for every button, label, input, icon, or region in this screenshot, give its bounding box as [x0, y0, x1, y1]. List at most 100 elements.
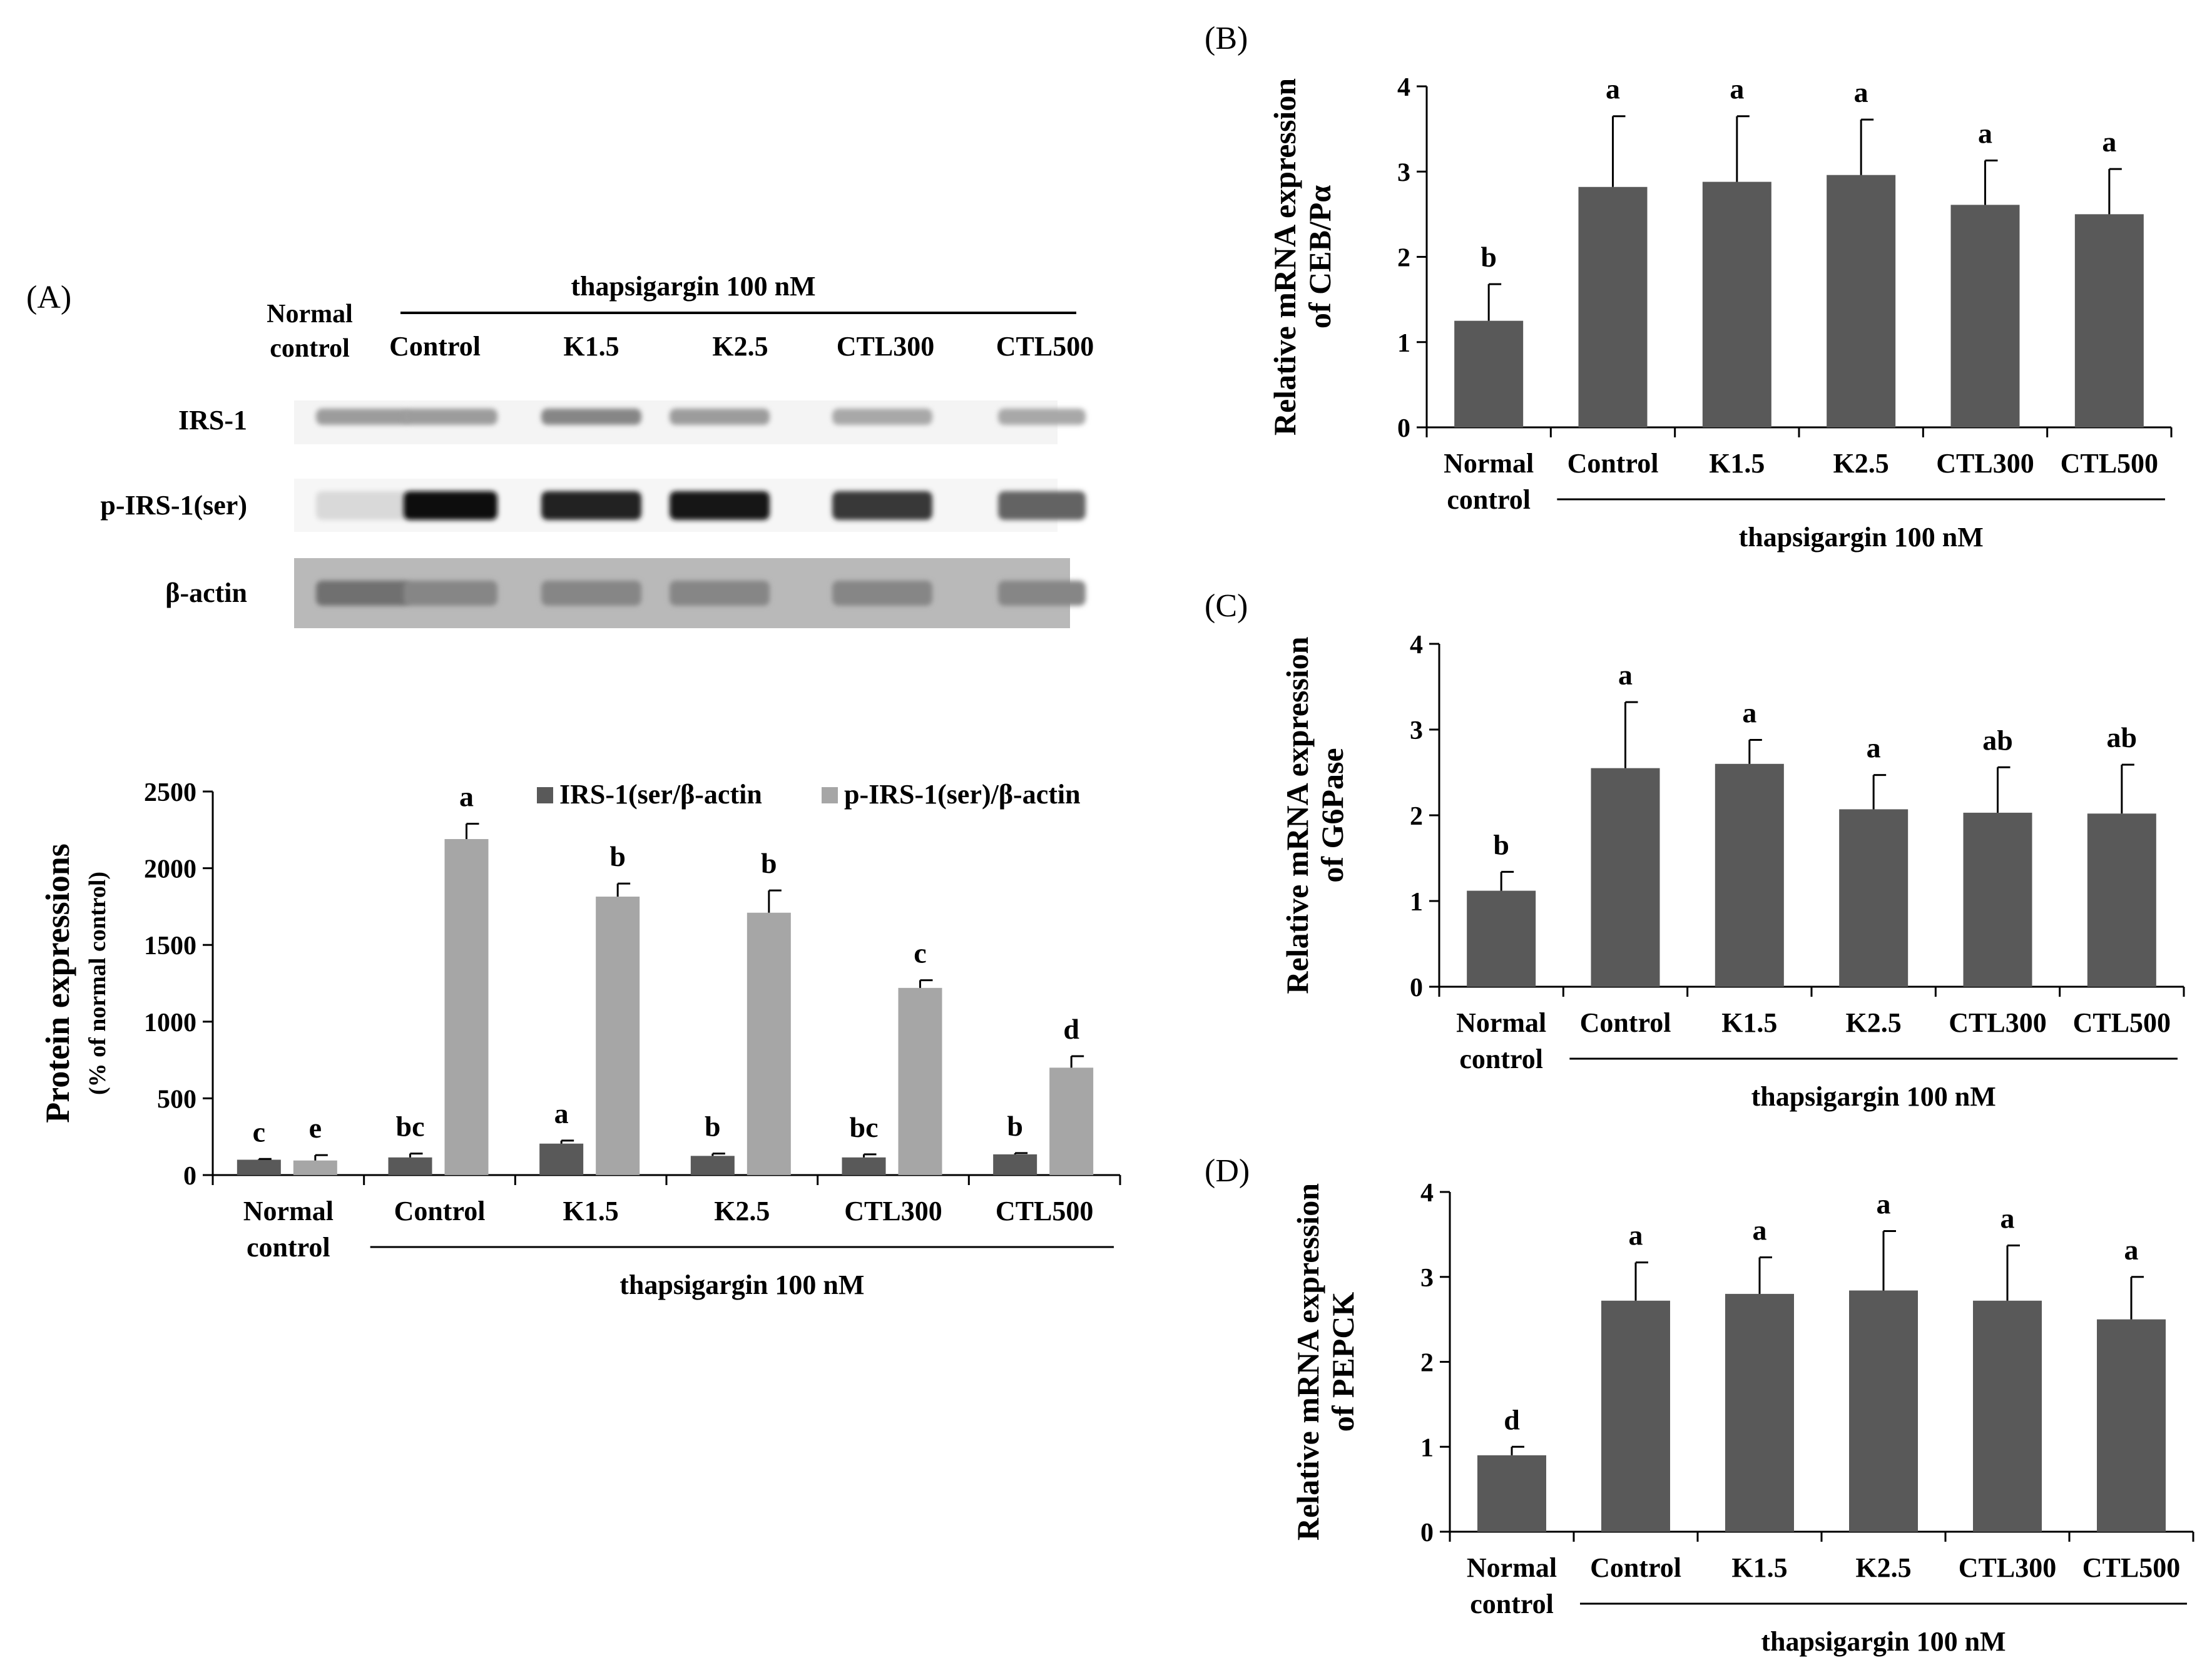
- y-axis-label-sub: (% of normal control): [84, 872, 111, 1095]
- significance-letter: a: [1629, 1219, 1643, 1251]
- blot-row-label: IRS-1: [178, 405, 247, 435]
- blot-row-label: p-IRS-1(ser): [100, 490, 247, 521]
- x-tick-label: K2.5: [714, 1196, 770, 1226]
- y-tick-label: 1500: [144, 932, 196, 960]
- bar: [1591, 768, 1660, 987]
- significance-letter: a: [1742, 696, 1756, 728]
- y-axis-label-line: Relative mRNA expression: [1290, 1183, 1325, 1540]
- blot-band: [316, 581, 410, 606]
- x-tick-label: CTL500: [2082, 1552, 2180, 1583]
- y-tick-label: 1: [1410, 888, 1423, 917]
- y-axis-label-line: Relative mRNA expression: [1267, 78, 1302, 435]
- bar: [388, 1157, 432, 1175]
- chart-g6pase-mrna: 0 1 2 3 4 b a a a ab ab Normal control Control K1.5 K2.…: [1280, 631, 2185, 1112]
- blot-band: [832, 409, 932, 425]
- y-tick-label: 0: [1420, 1519, 1434, 1547]
- y-axis-label-sub: of PEPCK: [1325, 1292, 1360, 1432]
- blot-band: [316, 491, 410, 520]
- y-tick-label: 0: [1397, 414, 1410, 443]
- y-tick-label: 4: [1397, 73, 1410, 102]
- x-tick-label-line: Normal: [243, 1196, 334, 1226]
- blot-band: [670, 409, 770, 425]
- bar: [2097, 1319, 2166, 1532]
- x-tick-label-line: control: [1470, 1589, 1554, 1619]
- bar: [1849, 1290, 1918, 1532]
- x-tick-label: K1.5: [1731, 1552, 1787, 1583]
- significance-letter: a: [2000, 1203, 2015, 1235]
- significance-letter: a: [459, 780, 474, 812]
- x-tick-label: CTL300: [844, 1196, 942, 1226]
- significance-letter: d: [1063, 1013, 1079, 1045]
- blot-row-label: β-actin: [165, 578, 247, 608]
- bar: [1049, 1067, 1094, 1175]
- x-tick-label-line: Normal: [1467, 1552, 1557, 1583]
- bar: [1715, 763, 1784, 987]
- y-tick-label: 1: [1397, 329, 1410, 358]
- y-tick-label: 0: [1410, 974, 1423, 1002]
- blot-band: [541, 491, 641, 520]
- panel-label-b: (B): [1205, 21, 1248, 56]
- x-tick-label-line: control: [1459, 1044, 1543, 1074]
- blot-band: [998, 409, 1086, 425]
- x-tick-label: Normal control: [1467, 1552, 1557, 1619]
- x-tick-label-line: control: [1447, 484, 1531, 515]
- y-axis-label-sub: of CEB/Pα: [1302, 185, 1337, 328]
- y-tick-label: 4: [1410, 631, 1423, 659]
- western-blot: Normal control Control K1.5 K2.5 CTL300 CTL500…: [100, 271, 1094, 628]
- y-tick-label: 500: [157, 1085, 196, 1114]
- x-tick-label: K1.5: [1709, 448, 1765, 479]
- y-tick-label: 1000: [144, 1009, 196, 1037]
- y-axis-label-line: Relative mRNA expression: [1280, 636, 1315, 994]
- x-tick-label: CTL300: [1959, 1552, 2056, 1583]
- bar: [1477, 1455, 1546, 1532]
- bar: [444, 839, 489, 1175]
- bar: [1601, 1300, 1670, 1532]
- blot-band: [316, 409, 410, 425]
- bar: [747, 912, 791, 1175]
- bar: [2087, 813, 2156, 987]
- bar: [1578, 186, 1648, 427]
- significance-letter: a: [1618, 659, 1633, 691]
- x-tick-label-line: Normal: [1456, 1007, 1546, 1038]
- x-tick-label-line: Normal: [1444, 448, 1534, 479]
- x-tick-label: Control: [1590, 1552, 1681, 1583]
- bar: [1725, 1293, 1794, 1532]
- y-axis-label: Relative mRNA expressionof PEPCK: [1290, 1183, 1360, 1540]
- blot-band: [998, 491, 1086, 520]
- x-tick-label: K1.5: [1721, 1007, 1777, 1038]
- bar: [842, 1157, 886, 1175]
- significance-letter: a: [2124, 1234, 2139, 1266]
- y-axis-label-line: Protein expressions: [39, 843, 76, 1123]
- x-tick-label: Control: [394, 1196, 486, 1226]
- bar: [993, 1154, 1037, 1175]
- bar: [1702, 181, 1771, 427]
- y-tick-label: 2000: [144, 855, 196, 884]
- x-tick-label: Normal control: [1456, 1007, 1546, 1074]
- bar: [293, 1160, 337, 1175]
- blot-band: [832, 581, 932, 606]
- blot-lane-label-line: Normal: [267, 300, 353, 328]
- blot-lane-label: Control: [389, 331, 481, 362]
- x-tick-label: Normal control: [243, 1196, 334, 1263]
- blot-band: [541, 409, 641, 425]
- blot-band: [998, 581, 1086, 606]
- x-tick-label-line: control: [247, 1232, 330, 1263]
- x-axis-label: thapsigargin 100 nM: [619, 1270, 864, 1300]
- significance-letter: b: [1493, 828, 1509, 860]
- blot-band: [404, 409, 497, 425]
- bar: [690, 1156, 735, 1175]
- bar: [1963, 812, 2032, 987]
- significance-letter: ab: [1982, 724, 2013, 756]
- significance-letter: a: [1730, 73, 1744, 105]
- significance-letter: b: [705, 1111, 721, 1143]
- x-tick-label: Control: [1567, 448, 1659, 479]
- x-tick-label: CTL500: [2061, 448, 2158, 479]
- significance-letter: bc: [396, 1111, 425, 1143]
- significance-letter: b: [609, 840, 626, 872]
- x-tick-label: K2.5: [1833, 448, 1889, 479]
- x-tick-label: CTL300: [1936, 448, 2034, 479]
- blot-band: [832, 491, 932, 520]
- significance-letter: ab: [2107, 721, 2138, 753]
